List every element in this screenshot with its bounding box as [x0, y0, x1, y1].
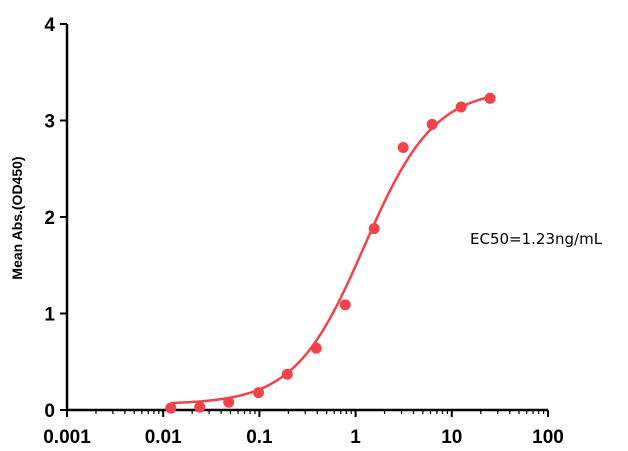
data-point: [223, 396, 235, 408]
x-tick-label: 0.1: [246, 427, 273, 448]
x-tick-label: 10: [441, 427, 462, 448]
y-tick-label: 0: [44, 401, 55, 422]
fit-curve-group: [170, 95, 491, 405]
data-points: [165, 92, 496, 414]
y-tick-label: 4: [44, 15, 55, 36]
ec50-annotation: EC50=1.23ng/mL: [470, 230, 603, 248]
axes: 0.001 0.01 0.1 1 10 100 0 1 2 3 4: [43, 15, 564, 448]
x-tick-label: 0.001: [43, 427, 91, 448]
data-point: [194, 401, 206, 413]
fit-curve: [170, 95, 491, 405]
data-point: [455, 101, 467, 113]
data-point: [426, 118, 438, 130]
y-tick-label: 3: [44, 112, 55, 133]
y-tick-label: 1: [44, 305, 55, 326]
data-point: [253, 387, 265, 399]
x-tick-label: 0.01: [145, 427, 182, 448]
data-point: [281, 368, 293, 380]
x-tick-label: 100: [532, 427, 564, 448]
y-tick-label: 2: [44, 208, 55, 229]
data-point: [165, 402, 177, 414]
data-point: [310, 342, 322, 354]
y-axis-label: Mean Abs.(OD450): [9, 156, 25, 279]
x-tick-label: 1: [350, 427, 361, 448]
data-point: [484, 92, 496, 104]
data-point: [397, 142, 409, 154]
data-point: [339, 299, 351, 311]
data-point: [368, 223, 380, 235]
